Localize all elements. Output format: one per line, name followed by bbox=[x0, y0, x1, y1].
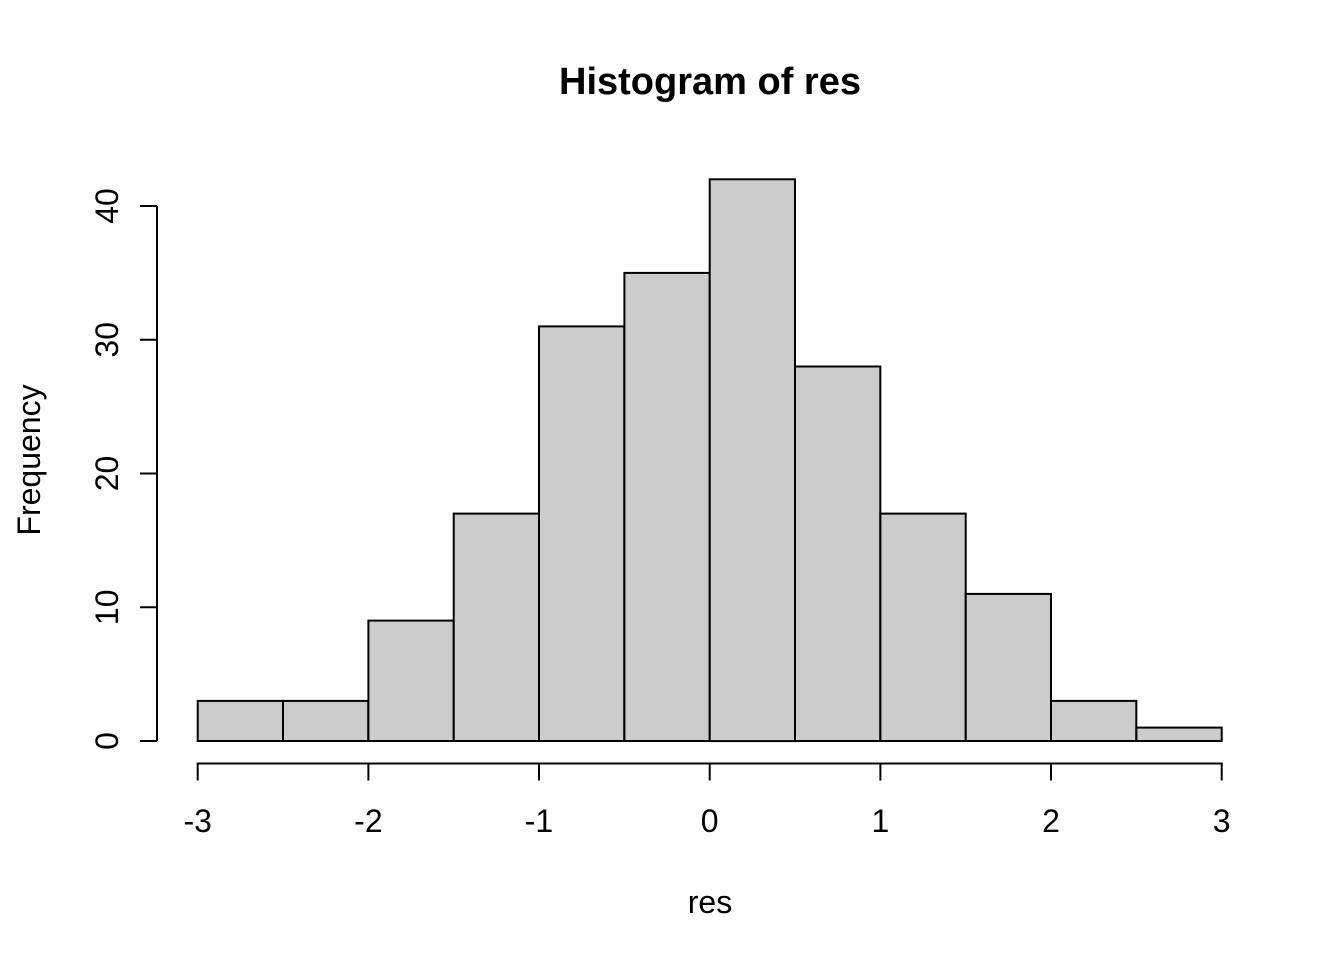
y-tick-label-3: 30 bbox=[89, 322, 125, 358]
x-tick-label-0: -3 bbox=[183, 803, 211, 839]
x-tick-label-2: -1 bbox=[525, 803, 553, 839]
x-tick-label-4: 1 bbox=[872, 803, 890, 839]
bars-group bbox=[196, 178, 1223, 743]
histogram-bar-6 bbox=[708, 178, 797, 743]
histogram-bar-10 bbox=[1050, 699, 1138, 743]
y-tick-label-1: 10 bbox=[89, 590, 125, 626]
y-tick-label-2: 20 bbox=[89, 456, 125, 492]
y-tick-label-4: 40 bbox=[89, 188, 125, 224]
histogram-bar-2 bbox=[367, 619, 455, 742]
histogram-bar-1 bbox=[282, 699, 370, 743]
chart-title: Histogram of res bbox=[559, 61, 861, 103]
y-axis-label: Frequency bbox=[11, 384, 47, 535]
histogram-bar-11 bbox=[1135, 726, 1223, 742]
x-tick-label-5: 2 bbox=[1042, 803, 1060, 839]
x-tick-label-6: 3 bbox=[1213, 803, 1231, 839]
histogram-bar-3 bbox=[452, 512, 541, 742]
histogram-bar-0 bbox=[196, 699, 284, 743]
histogram-bar-8 bbox=[879, 512, 967, 742]
histogram-bar-9 bbox=[964, 592, 1053, 743]
histogram-bar-4 bbox=[538, 325, 626, 742]
x-tick-label-3: 0 bbox=[701, 803, 719, 839]
histogram-bar-7 bbox=[794, 365, 882, 742]
axes-group: 0 10 20 30 40 -3 -2 -1 0 1 2 3 bbox=[89, 188, 1231, 839]
x-tick-label-1: -2 bbox=[354, 803, 382, 839]
histogram-bar-5 bbox=[623, 271, 711, 742]
y-tick-label-0: 0 bbox=[89, 732, 125, 750]
x-axis-label: res bbox=[688, 884, 732, 920]
